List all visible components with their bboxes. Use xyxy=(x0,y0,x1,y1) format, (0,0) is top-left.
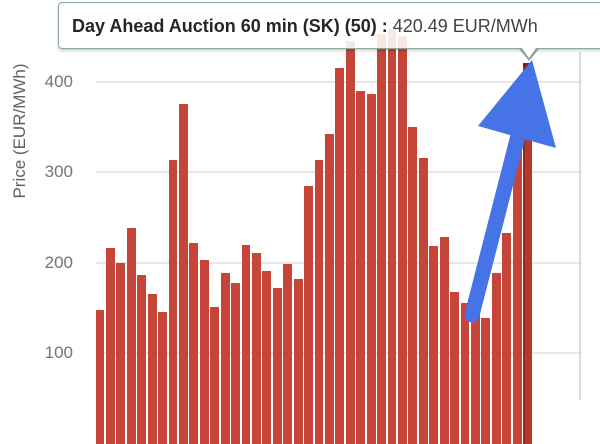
bar[interactable] xyxy=(158,312,167,444)
bar[interactable] xyxy=(283,264,292,444)
bar[interactable] xyxy=(304,186,313,444)
bar[interactable] xyxy=(231,283,240,444)
bar[interactable] xyxy=(367,94,376,444)
bar[interactable] xyxy=(502,233,511,444)
bar[interactable] xyxy=(127,228,136,444)
y-tick-label: 200 xyxy=(18,252,73,274)
bar[interactable] xyxy=(461,303,470,444)
chart-tooltip: Day Ahead Auction 60 min (SK) (50) : 420… xyxy=(58,2,600,49)
bar[interactable] xyxy=(179,104,188,444)
bar[interactable] xyxy=(429,246,438,444)
bar[interactable] xyxy=(96,310,105,444)
bar[interactable] xyxy=(335,68,344,444)
bar[interactable] xyxy=(450,292,459,444)
bar[interactable] xyxy=(169,160,178,444)
bar[interactable] xyxy=(106,248,115,444)
bar[interactable] xyxy=(262,271,271,444)
bar[interactable] xyxy=(408,127,417,444)
bar[interactable] xyxy=(513,128,522,444)
bar[interactable] xyxy=(137,275,146,444)
bar-highlighted[interactable] xyxy=(523,63,532,444)
y-tick-label: 100 xyxy=(18,342,73,364)
bar[interactable] xyxy=(492,273,501,444)
bar[interactable] xyxy=(440,237,449,444)
bar[interactable] xyxy=(294,279,303,444)
bar[interactable] xyxy=(315,160,324,444)
tooltip-series-label: Day Ahead Auction 60 min (SK) (50) : xyxy=(72,16,388,36)
bar[interactable] xyxy=(189,243,198,444)
bar[interactable] xyxy=(398,36,407,444)
bar[interactable] xyxy=(252,253,261,444)
bar[interactable] xyxy=(377,34,386,444)
tooltip-pointer-fill xyxy=(522,48,536,58)
tooltip-value: 420.49 EUR/MWh xyxy=(393,16,538,36)
bar[interactable] xyxy=(210,307,219,444)
bar[interactable] xyxy=(481,318,490,444)
bar[interactable] xyxy=(273,288,282,444)
bar[interactable] xyxy=(148,294,157,444)
bar[interactable] xyxy=(419,158,428,444)
plot-right-boundary xyxy=(579,52,581,400)
bar[interactable] xyxy=(388,29,397,444)
bar[interactable] xyxy=(346,41,355,444)
bar[interactable] xyxy=(200,260,209,444)
bar[interactable] xyxy=(471,311,480,444)
bar[interactable] xyxy=(356,91,365,444)
bar[interactable] xyxy=(242,245,251,444)
y-axis-title: Price (EUR/MWh) xyxy=(10,48,32,214)
bar[interactable] xyxy=(221,273,230,444)
bar[interactable] xyxy=(325,134,334,444)
bar[interactable] xyxy=(116,263,125,444)
